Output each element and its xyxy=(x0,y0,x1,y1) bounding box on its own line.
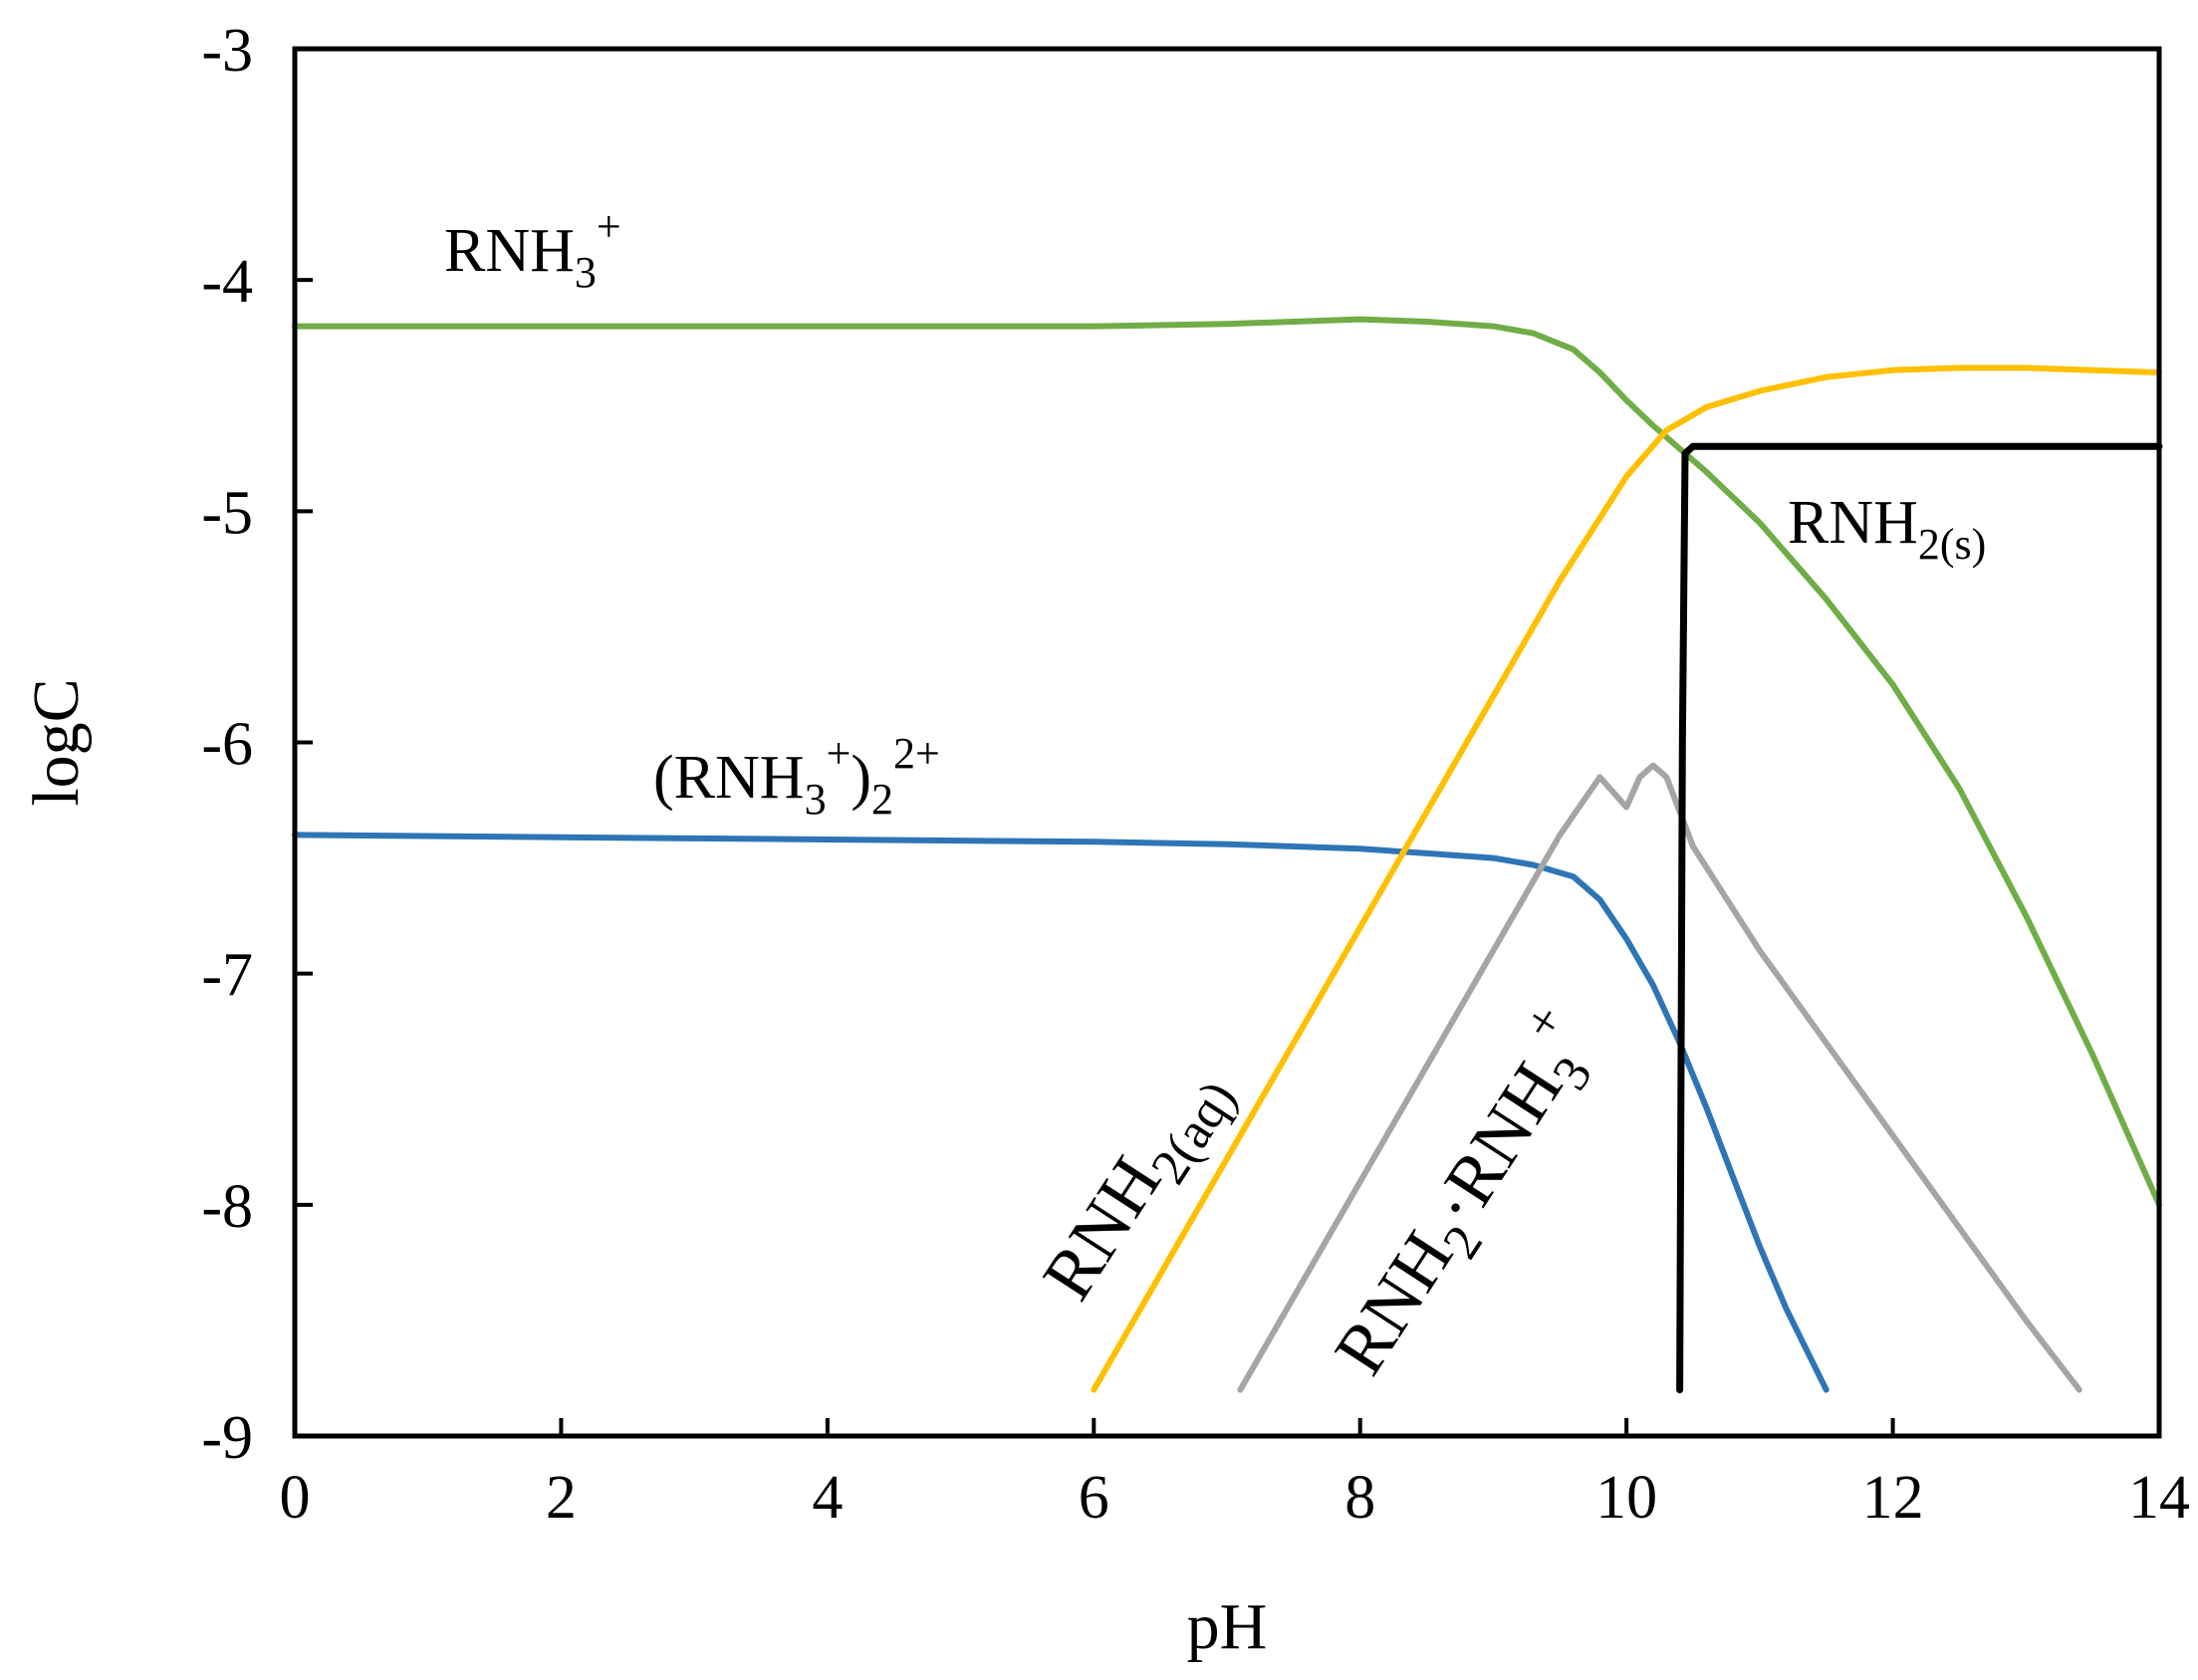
x-tick-label: 4 xyxy=(812,1464,843,1532)
annotation-rnh3-dimer: (RNH3+)22+ xyxy=(653,729,940,824)
x-axis-title: pH xyxy=(1187,1590,1268,1663)
series-layer xyxy=(292,316,2163,1394)
annotation-rnh2-s: RNH2(s) xyxy=(1788,489,1986,569)
x-tick-label: 2 xyxy=(546,1464,577,1532)
y-tick-label: -5 xyxy=(201,479,253,547)
x-tick-label: 8 xyxy=(1344,1464,1375,1532)
x-tick-label: 10 xyxy=(1595,1464,1657,1532)
y-tick-label: -6 xyxy=(201,711,253,779)
y-tick-label: -7 xyxy=(201,942,253,1010)
series-line-4 xyxy=(1676,442,2163,1394)
axis-ticks: 0 2 4 6 8 10 12 14 -9 -8 -7 -6 -5 -4 -3 xyxy=(201,17,2190,1532)
series-line-1 xyxy=(292,832,1830,1393)
series-line-0 xyxy=(292,316,2162,1208)
x-tick-label: 0 xyxy=(280,1464,311,1532)
x-tick-label: 6 xyxy=(1079,1464,1109,1532)
x-tick-label: 12 xyxy=(1862,1464,1924,1532)
y-axis-title: logC xyxy=(20,678,93,806)
y-tick-label: -8 xyxy=(201,1173,253,1241)
y-tick-label: -4 xyxy=(201,248,253,316)
y-tick-label: -3 xyxy=(201,17,253,85)
annotation-rnh3-plus: RNH3+ xyxy=(444,202,621,297)
y-tick-label: -9 xyxy=(201,1404,253,1472)
x-tick-label: 14 xyxy=(2128,1464,2190,1532)
series-line-3 xyxy=(1237,762,2082,1393)
series-line-2 xyxy=(1091,364,2162,1393)
